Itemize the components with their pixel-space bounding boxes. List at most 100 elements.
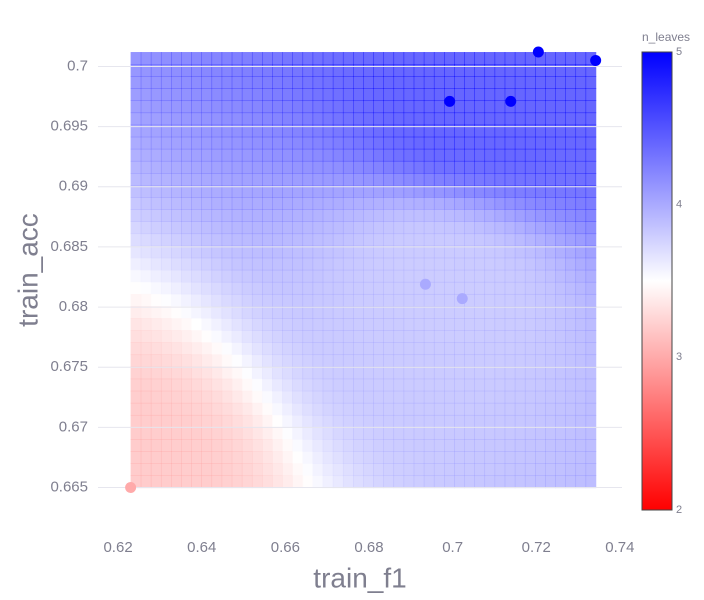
contour-cell bbox=[181, 306, 192, 319]
contour-cell bbox=[251, 402, 263, 416]
contour-cell bbox=[413, 414, 425, 428]
contour-cell bbox=[423, 342, 435, 356]
contour-cell bbox=[322, 330, 334, 343]
contour-cell bbox=[464, 354, 475, 368]
contour-cell bbox=[464, 88, 475, 102]
contour-cell bbox=[150, 100, 162, 114]
contour-cell bbox=[484, 124, 496, 138]
contour-cell bbox=[251, 209, 263, 222]
contour-cell bbox=[524, 197, 536, 210]
contour-cell bbox=[474, 197, 486, 210]
contour-cell bbox=[211, 330, 223, 343]
contour-cell bbox=[494, 197, 506, 210]
contour-cell bbox=[332, 112, 344, 126]
contour-cell bbox=[454, 427, 465, 440]
contour-cell bbox=[241, 221, 253, 235]
contour-cell bbox=[171, 402, 182, 416]
contour-cell bbox=[444, 172, 455, 186]
contour-cell bbox=[211, 160, 223, 174]
contour-cell bbox=[160, 475, 172, 489]
contour-cell bbox=[140, 342, 152, 356]
contour-cell bbox=[302, 124, 314, 138]
contour-cell bbox=[585, 257, 597, 271]
contour-cell bbox=[221, 463, 233, 477]
contour-cell bbox=[251, 306, 263, 319]
contour-cell bbox=[464, 257, 475, 271]
contour-cell bbox=[241, 160, 253, 174]
contour-cell bbox=[140, 390, 152, 404]
contour-cell bbox=[484, 402, 496, 416]
contour-cell bbox=[282, 245, 293, 259]
contour-cell bbox=[221, 414, 233, 428]
contour-cell bbox=[332, 221, 344, 235]
contour-cell bbox=[130, 124, 142, 138]
contour-cell bbox=[241, 257, 253, 271]
contour-cell bbox=[383, 342, 395, 356]
contour-cell bbox=[534, 124, 546, 138]
contour-cell bbox=[474, 463, 486, 477]
contour-cell bbox=[494, 427, 506, 440]
contour-cell bbox=[464, 402, 475, 416]
contour-cell bbox=[514, 112, 526, 126]
contour-cell bbox=[464, 245, 475, 259]
contour-cell bbox=[585, 148, 597, 162]
contour-cell bbox=[191, 209, 202, 222]
contour-cell bbox=[342, 342, 354, 356]
contour-cell bbox=[353, 172, 364, 186]
contour-cell bbox=[433, 439, 445, 452]
contour-cell bbox=[545, 197, 556, 210]
contour-cell bbox=[211, 221, 223, 235]
contour-cell bbox=[383, 124, 395, 138]
contour-cell bbox=[282, 148, 293, 162]
contour-cell bbox=[221, 293, 233, 307]
contour-cell bbox=[211, 197, 223, 210]
contour-cell bbox=[413, 76, 425, 89]
contour-cell bbox=[342, 64, 354, 77]
contour-cell bbox=[373, 366, 384, 380]
contour-cell bbox=[373, 427, 384, 440]
contour-cell bbox=[312, 378, 324, 392]
contour-cell bbox=[383, 76, 395, 89]
contour-cell bbox=[464, 451, 475, 464]
contour-cell bbox=[211, 185, 223, 198]
contour-cell bbox=[575, 209, 587, 222]
contour-cell bbox=[231, 390, 243, 404]
contour-cell bbox=[353, 209, 364, 222]
contour-cell bbox=[231, 185, 243, 198]
contour-cell bbox=[312, 76, 324, 89]
contour-cell bbox=[363, 402, 374, 416]
contour-cell bbox=[302, 52, 314, 65]
contour-cell bbox=[353, 306, 364, 319]
contour-cell bbox=[413, 378, 425, 392]
contour-cell bbox=[373, 330, 384, 343]
contour-cell bbox=[241, 318, 253, 331]
contour-cell bbox=[433, 354, 445, 368]
contour-cell bbox=[211, 427, 223, 440]
contour-cell bbox=[292, 172, 304, 186]
contour-cell bbox=[302, 88, 314, 102]
contour-cell bbox=[231, 281, 243, 295]
contour-cell bbox=[464, 269, 475, 283]
contour-cell bbox=[423, 76, 435, 89]
contour-cell bbox=[373, 160, 384, 174]
contour-cell bbox=[150, 427, 162, 440]
contour-cell bbox=[383, 414, 395, 428]
contour-cell bbox=[191, 439, 202, 452]
contour-cell bbox=[211, 269, 223, 283]
contour-cell bbox=[383, 451, 395, 464]
contour-cell bbox=[181, 233, 192, 247]
contour-cell bbox=[534, 100, 546, 114]
contour-cell bbox=[262, 64, 273, 77]
contour-cell bbox=[474, 52, 486, 65]
contour-cell bbox=[413, 463, 425, 477]
contour-cell bbox=[565, 209, 577, 222]
contour-cell bbox=[403, 233, 415, 247]
x-tick-label: 0.7 bbox=[442, 539, 463, 556]
contour-cell bbox=[484, 475, 496, 489]
contour-cell bbox=[292, 475, 304, 489]
contour-cell bbox=[171, 330, 182, 343]
contour-cell bbox=[494, 233, 506, 247]
contour-cell bbox=[534, 306, 546, 319]
contour-cell bbox=[211, 245, 223, 259]
contour-cell bbox=[342, 88, 354, 102]
